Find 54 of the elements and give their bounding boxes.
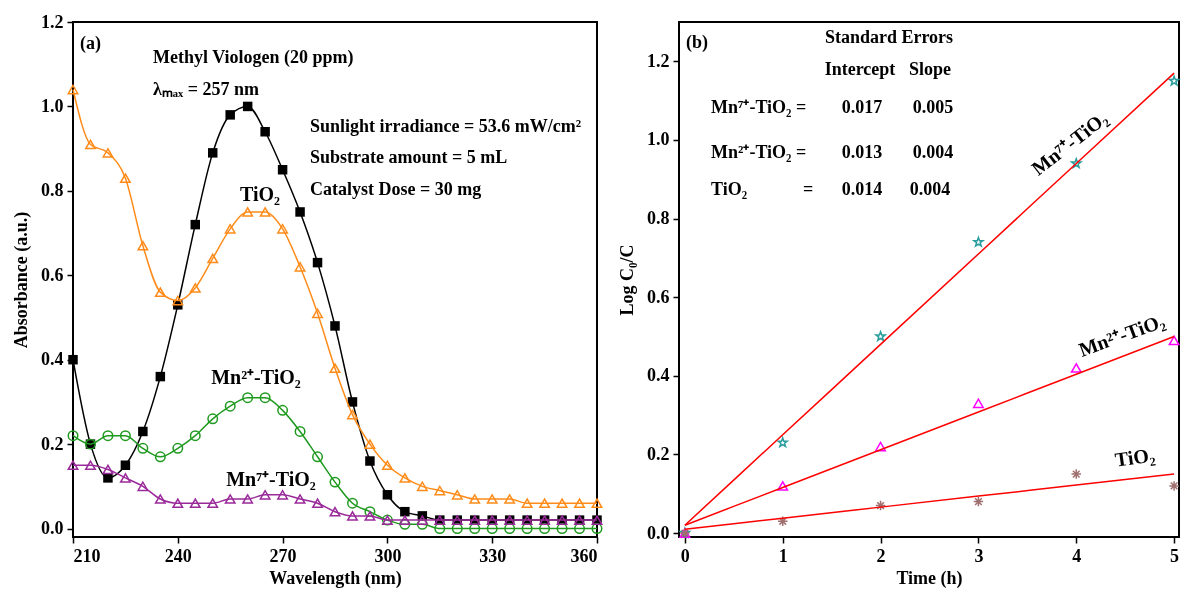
y-tick-label: 0.8 bbox=[41, 180, 64, 201]
annotation: Mn⁷⁺-TiO₂ bbox=[226, 468, 316, 490]
x-tick-label: 1 bbox=[778, 545, 788, 566]
x-tick-label: 2 bbox=[876, 545, 886, 566]
annotation: Mn⁷⁺-TiO₂ = bbox=[711, 97, 807, 117]
annotation: (b) bbox=[686, 32, 708, 53]
x-tick-label: 4 bbox=[1072, 545, 1082, 566]
annotation: 0.005 bbox=[912, 97, 954, 117]
y-tick-label: 0.6 bbox=[647, 286, 670, 307]
annotation: 0.014 bbox=[841, 179, 883, 199]
annotation: Methyl Viologen (20 ppm) bbox=[153, 47, 354, 68]
x-axis-title: Time (h) bbox=[896, 567, 963, 589]
y-tick-label: 0.2 bbox=[647, 443, 670, 464]
y-tick-label: 1.2 bbox=[647, 50, 670, 71]
x-tick-label: 210 bbox=[73, 545, 101, 566]
y-tick-label: 0.4 bbox=[647, 365, 670, 386]
annotation: 0.004 bbox=[912, 142, 954, 162]
annotation: Mn²⁺-TiO₂ = bbox=[711, 142, 807, 162]
annotation: 0.017 bbox=[841, 97, 883, 117]
y-tick-label: 0.4 bbox=[41, 349, 64, 370]
x-tick-label: 330 bbox=[479, 545, 507, 566]
x-tick-label: 270 bbox=[269, 545, 297, 566]
y-tick-label: 1.0 bbox=[647, 129, 670, 150]
annotation: 0.004 bbox=[909, 179, 951, 199]
annotation: λₘₐₓ = 257 nm bbox=[153, 79, 260, 99]
annotation: Intercept bbox=[824, 59, 896, 79]
x-tick-label: 360 bbox=[570, 545, 598, 566]
annotation: 0.013 bbox=[841, 142, 883, 162]
y-tick-label: 0.0 bbox=[647, 522, 670, 543]
annotation: TiO₂ bbox=[1113, 443, 1157, 471]
annotation: Slope bbox=[908, 59, 952, 79]
x-axis-title: Wavelength (nm) bbox=[269, 567, 402, 589]
y-tick-label: 1.0 bbox=[41, 95, 64, 116]
x-tick-label: 300 bbox=[374, 545, 402, 566]
x-tick-label: 5 bbox=[1170, 545, 1180, 566]
x-tick-label: 240 bbox=[164, 545, 192, 566]
annotation: (a) bbox=[80, 33, 101, 54]
annotation: = bbox=[802, 179, 814, 199]
y-tick-label: 0.2 bbox=[41, 433, 64, 454]
y-axis-title: Log C₀/C bbox=[617, 244, 637, 316]
annotation: Standard Errors bbox=[824, 27, 954, 47]
x-tick-label: 3 bbox=[974, 545, 984, 566]
annotation: Catalyst Dose = 30 mg bbox=[310, 179, 482, 199]
annotation: TiO₂ bbox=[239, 183, 281, 205]
y-tick-label: 1.2 bbox=[41, 11, 64, 32]
annotation: Mn²⁺-TiO₂ bbox=[211, 366, 301, 388]
x-tick-label: 0 bbox=[680, 545, 690, 566]
y-tick-label: 0.6 bbox=[41, 264, 64, 285]
annotation: Substrate amount = 5 mL bbox=[310, 147, 508, 167]
annotation: TiO₂ bbox=[711, 179, 748, 199]
y-tick-label: 0.8 bbox=[647, 208, 670, 229]
annotation: Sunlight irradiance = 53.6 mW/cm² bbox=[310, 116, 582, 136]
y-axis-title: Absorbance (a.u.) bbox=[11, 211, 32, 349]
y-tick-label: 0.0 bbox=[41, 518, 64, 539]
